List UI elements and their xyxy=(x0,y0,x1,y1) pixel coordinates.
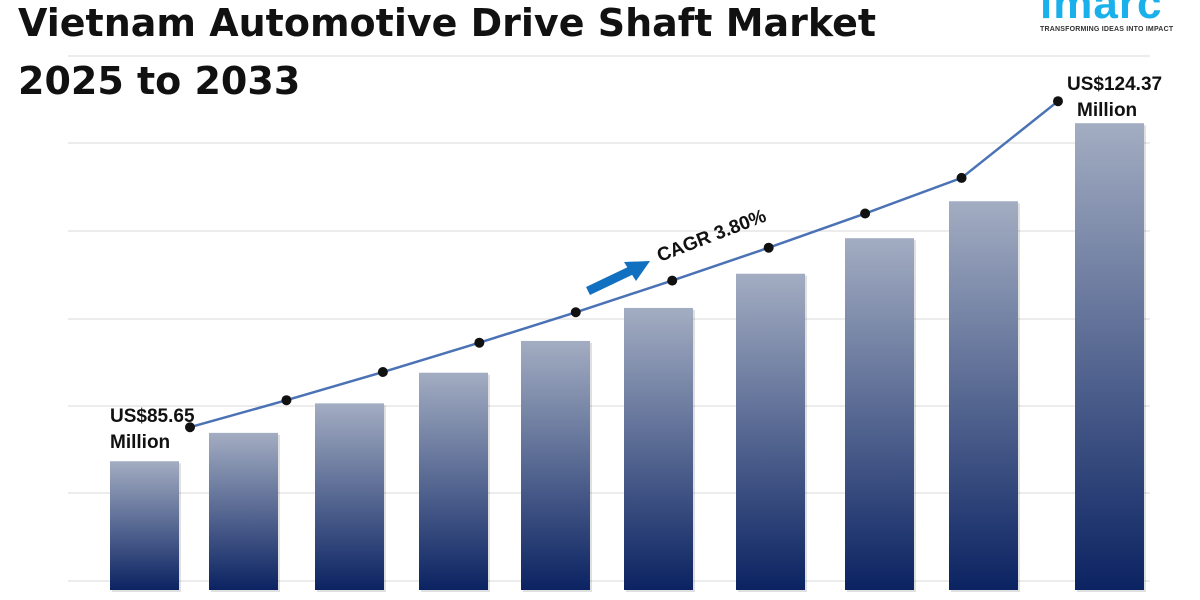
trend-point xyxy=(281,395,292,406)
logo-tagline: TRANSFORMING IDEAS INTO IMPACT xyxy=(1040,26,1174,33)
title-line-1: Vietnam Automotive Drive Shaft Market xyxy=(18,1,877,45)
bar xyxy=(736,273,805,590)
trend-point xyxy=(763,242,774,253)
cagr-label: CAGR 3.80% xyxy=(654,206,769,267)
start-unit-label: Million xyxy=(110,432,170,453)
bar xyxy=(315,403,384,590)
imarc-logo: imarc TRANSFORMING IDEAS INTO IMPACT xyxy=(1040,0,1190,33)
bar xyxy=(209,432,278,590)
cagr-arrow xyxy=(586,261,650,296)
bar xyxy=(949,201,1018,590)
title-line-2: 2025 to 2033 xyxy=(18,59,301,103)
trend-line xyxy=(189,100,1059,429)
trend-point xyxy=(185,422,195,433)
trend-point xyxy=(860,208,871,219)
trend-point xyxy=(570,307,581,318)
bar xyxy=(521,340,590,590)
logo-word: imarc xyxy=(1040,0,1163,28)
end-unit-label: Million xyxy=(1077,100,1137,121)
trend-point xyxy=(474,337,485,348)
trend-point xyxy=(956,172,967,183)
trend-point xyxy=(667,275,678,286)
trend-point xyxy=(1053,96,1063,107)
bar xyxy=(624,307,693,590)
bar xyxy=(419,372,488,590)
chart-title: Vietnam Automotive Drive Shaft Market 20… xyxy=(18,0,876,110)
start-value-label: US$85.65 xyxy=(110,406,195,427)
trend-point xyxy=(377,367,388,378)
bar xyxy=(110,461,179,590)
bar xyxy=(1075,123,1144,590)
end-value-label: US$124.37 xyxy=(1067,74,1162,95)
bar xyxy=(845,238,914,590)
